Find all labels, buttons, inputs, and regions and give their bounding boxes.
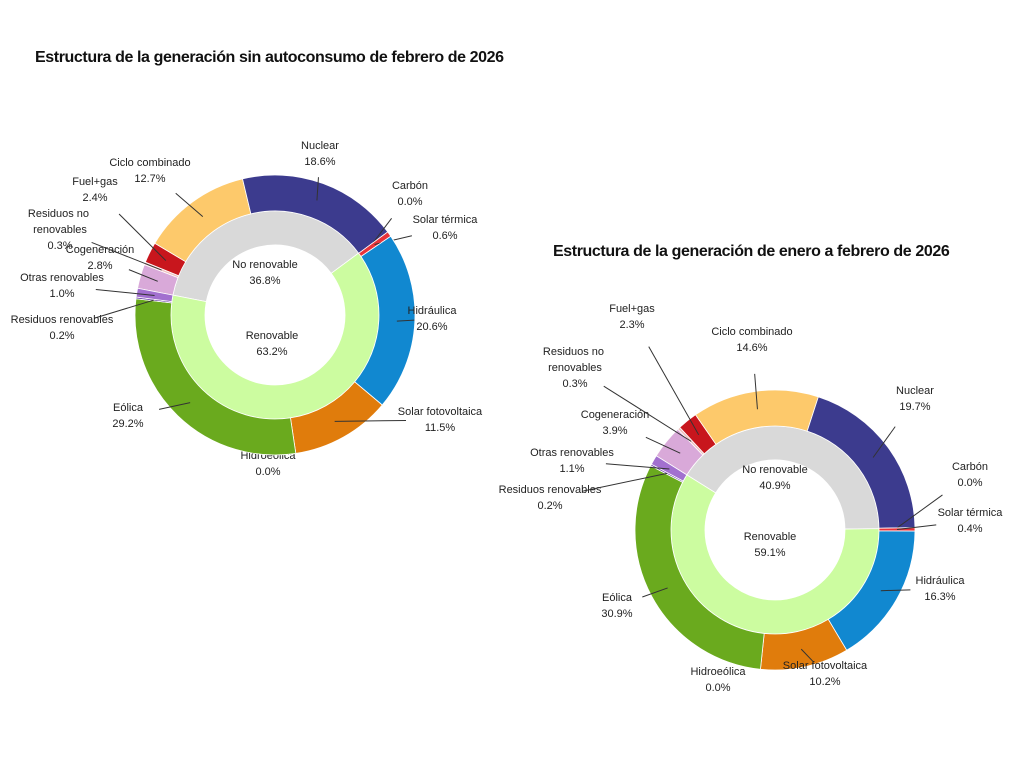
segment-value: 2.8% (87, 260, 112, 272)
segment-value: 1.1% (559, 463, 584, 475)
segment-label: Hidroeólica (690, 666, 746, 678)
segment-value: 0.2% (537, 500, 562, 512)
segment-value: 10.2% (809, 676, 840, 688)
segment-value: 0.2% (49, 330, 74, 342)
segment-label: No renovable (232, 259, 297, 271)
leader-line (372, 218, 393, 243)
segment-label: Residuos renovables (499, 484, 602, 496)
segment-label: Solar térmica (938, 507, 1004, 519)
leader-line (95, 288, 155, 296)
segment-label: No renovable (742, 464, 807, 476)
segment-value: 0.0% (255, 466, 280, 478)
segment-label: Otras renovables (20, 272, 104, 284)
leader-line (94, 299, 155, 319)
segment-label: Residuos renovables (11, 314, 114, 326)
segment-value: 12.7% (134, 173, 165, 185)
segment-label: Eólica (602, 592, 633, 604)
segment-label: Ciclo combinado (109, 157, 190, 169)
segment-value: 1.0% (49, 288, 74, 300)
segment-value: 2.4% (82, 192, 107, 204)
segment-label: Renovable (246, 330, 299, 342)
leader-line (642, 587, 668, 598)
leader-line (754, 373, 758, 410)
segment-value: 63.2% (256, 346, 287, 358)
segment-value: 30.9% (601, 608, 632, 620)
segment-label: Hidráulica (408, 305, 458, 317)
leader-line (118, 213, 167, 261)
segment-label: Residuos no renovables (28, 208, 92, 236)
leader-line (800, 648, 814, 662)
segment-label: Residuos no renovables (543, 346, 607, 374)
segment-label: Cogeneración (581, 409, 650, 421)
leader-line (128, 269, 158, 282)
segment-value: 0.3% (47, 240, 72, 252)
leader-line (158, 402, 191, 410)
segment-value: 14.6% (736, 342, 767, 354)
segment-value: 18.6% (304, 156, 335, 168)
segment-value: 29.2% (112, 418, 143, 430)
segment-label: Solar fotovoltaica (398, 406, 483, 418)
segment-label: Otras renovables (530, 447, 614, 459)
leader-line (334, 419, 407, 422)
segment-value: 0.0% (397, 196, 422, 208)
leader-line (645, 436, 681, 454)
segment-value: 59.1% (754, 547, 785, 559)
leader-line (603, 385, 692, 442)
segment-label: Solar térmica (413, 214, 479, 226)
segment-value: 0.6% (432, 230, 457, 242)
segment-label: Ciclo combinado (711, 326, 792, 338)
segment-value: 0.3% (562, 378, 587, 390)
segment-value: 0.0% (705, 682, 730, 694)
segment-value: 0.4% (957, 523, 982, 535)
chart-title: Estructura de la generación de enero a f… (553, 243, 950, 260)
leader-line (896, 524, 937, 530)
segment-label: Carbón (392, 180, 428, 192)
segment-label: Renovable (744, 531, 797, 543)
segment-label: Solar fotovoltaica (783, 660, 868, 672)
segment-value: 19.7% (899, 401, 930, 413)
segment-value: 20.6% (416, 321, 447, 333)
segment-label: Eólica (113, 402, 144, 414)
segment-value: 2.3% (619, 319, 644, 331)
segment-value: 16.3% (924, 591, 955, 603)
segment-label: Carbón (952, 461, 988, 473)
segment-value: 40.9% (759, 480, 790, 492)
segment-value: 3.9% (602, 425, 627, 437)
segment-label: Nuclear (896, 385, 934, 397)
segment-label: Fuel+gas (609, 303, 655, 315)
segment-value: 11.5% (425, 422, 456, 434)
chart-title: Estructura de la generación sin autocons… (35, 49, 504, 66)
leader-line (896, 494, 943, 529)
leader-line (175, 192, 204, 218)
leader-line (396, 319, 415, 322)
segment-value: 36.8% (249, 275, 280, 287)
leader-line (316, 177, 319, 201)
leader-line (605, 463, 670, 470)
segment-label: Hidráulica (916, 575, 966, 587)
segment-label: Nuclear (301, 140, 339, 152)
leader-line (872, 426, 896, 458)
leader-line (91, 241, 162, 271)
segment-value: 0.0% (957, 477, 982, 489)
leader-line (880, 589, 911, 592)
segment-label: Fuel+gas (72, 176, 118, 188)
leader-line (583, 472, 668, 492)
leader-line (648, 346, 700, 436)
